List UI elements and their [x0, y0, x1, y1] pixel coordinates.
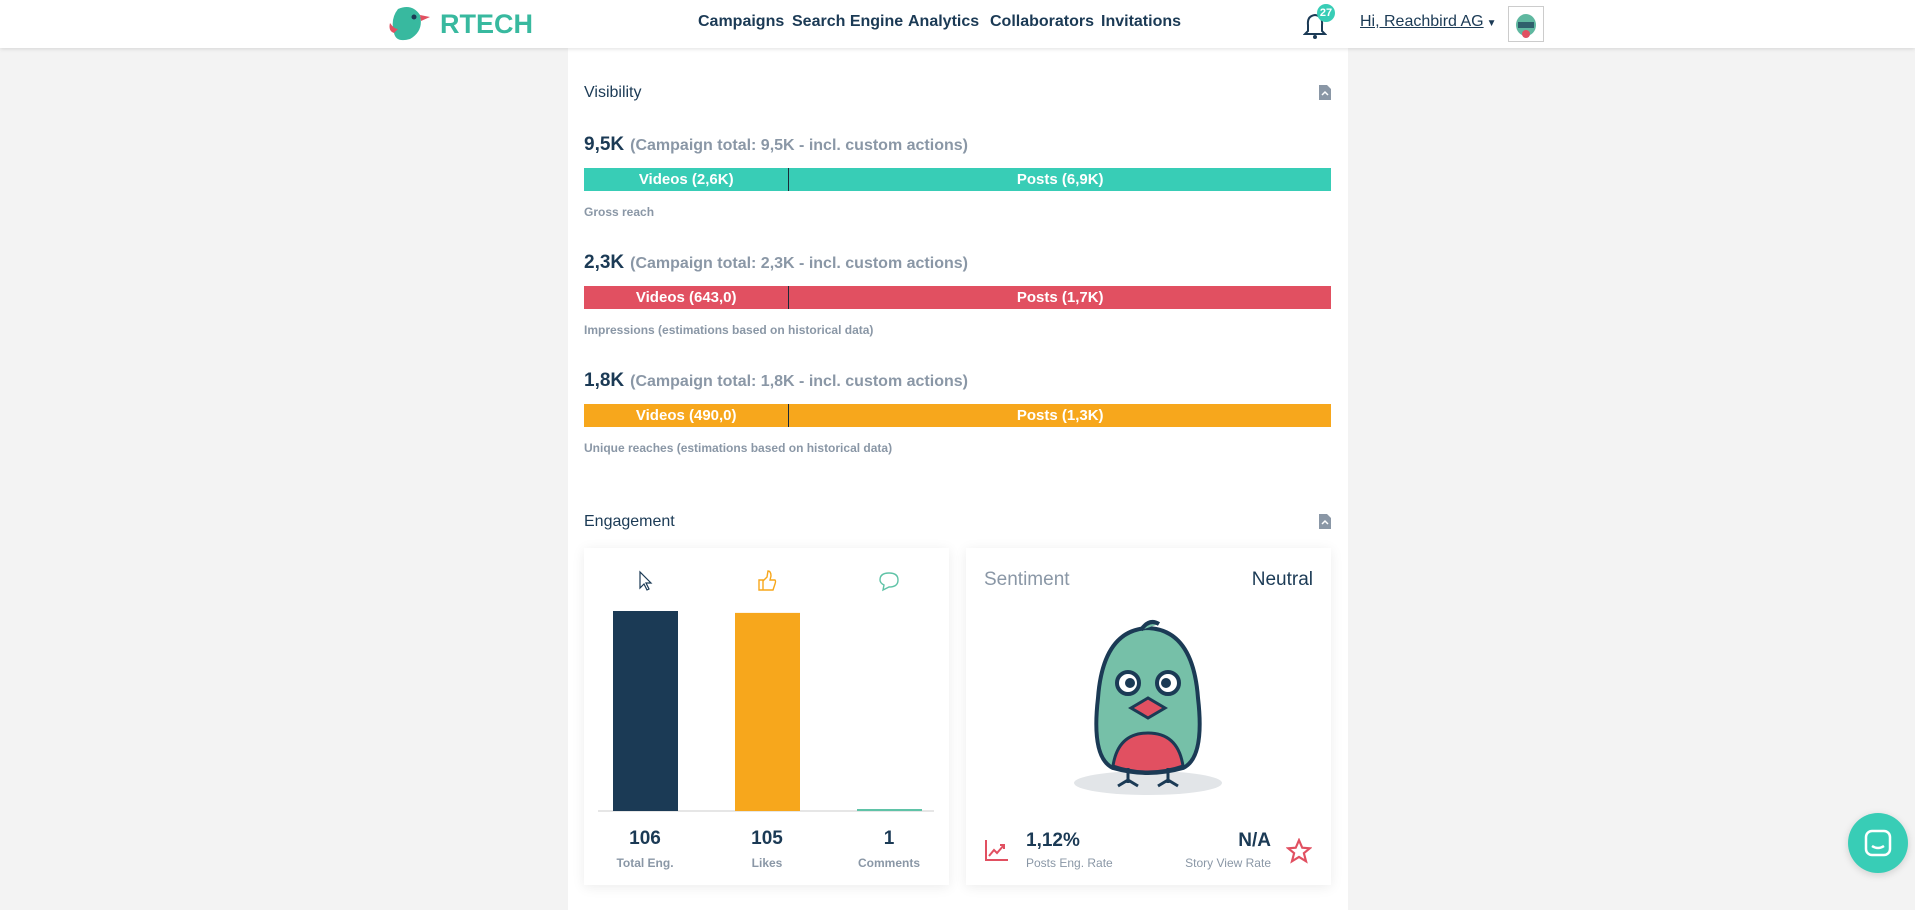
sentiment-label: Sentiment: [984, 569, 1070, 590]
neutral-bird-illustration: [1074, 620, 1222, 795]
campaign-total: (Campaign total: 9,5K - incl. custom act…: [630, 137, 968, 154]
nav-campaigns[interactable]: Campaigns: [698, 13, 785, 30]
posts-segment[interactable]: Posts (1,7K): [1016, 289, 1104, 306]
bar-total-eng-: [613, 611, 678, 811]
campaign-total: (Campaign total: 1,8K - incl. custom act…: [630, 373, 968, 390]
campaign-total: (Campaign total: 2,3K - incl. custom act…: [630, 255, 968, 272]
chat-icon: [1864, 829, 1892, 857]
engagement-label: Comments: [857, 856, 920, 870]
notifications-button[interactable]: 27: [1303, 4, 1335, 40]
export-file-icon[interactable]: [1319, 85, 1331, 100]
thumbs-up-icon: [758, 570, 777, 591]
engagement-value: 1: [883, 828, 895, 849]
videos-segment[interactable]: Videos (643,0): [584, 286, 790, 309]
bird-logo-icon: [389, 7, 430, 41]
star-icon[interactable]: [1286, 838, 1312, 864]
metric-caption: Unique reaches (estimations based on his…: [584, 441, 893, 455]
nav-analytics[interactable]: Analytics: [908, 13, 980, 30]
export-file-icon[interactable]: [1319, 514, 1331, 529]
nav-invitations[interactable]: Invitations: [1101, 13, 1182, 30]
posts-segment[interactable]: Posts (1,3K): [1016, 407, 1104, 424]
posts-eng-rate-label: Posts Eng. Rate: [1026, 856, 1113, 870]
chat-support-button[interactable]: [1848, 813, 1908, 873]
user-menu[interactable]: Hi, Reachbird AG ▼: [1360, 13, 1497, 31]
visibility-metric-value: 1,8K (Campaign total: 1,8K - incl. custom…: [584, 370, 968, 392]
engagement-label: Likes: [751, 856, 783, 870]
avatar-bird-icon: [1516, 14, 1536, 38]
visibility-split-bar: Videos (490,0) Posts (1,3K): [584, 404, 1331, 427]
visibility-split-bar: Videos (2,6K) Posts (6,9K): [584, 168, 1331, 191]
engagement-value: 106: [629, 828, 661, 849]
story-view-rate-value: N/A: [1238, 830, 1271, 851]
top-header: RTECH Campaigns Search Engine Analytics …: [0, 0, 1915, 48]
engagement-title: Engagement: [584, 513, 675, 530]
comment-icon: [879, 572, 899, 592]
posts-segment[interactable]: Posts (6,9K): [1016, 171, 1104, 188]
caret-down-icon: ▼: [1486, 18, 1497, 29]
story-view-rate-label: Story View Rate: [1185, 856, 1271, 870]
visibility-title: Visibility: [584, 84, 642, 101]
metric-value: 2,3K: [584, 252, 625, 273]
visibility-metric-value: 9,5K (Campaign total: 9,5K - incl. custom…: [584, 134, 968, 156]
brand-logo[interactable]: RTECH: [388, 5, 533, 43]
cursor-icon: [639, 570, 653, 591]
notification-badge: 27: [1317, 4, 1335, 22]
engagement-label: Total Eng.: [616, 856, 674, 870]
brand-name: RTECH: [440, 8, 533, 39]
metric-caption: Gross reach: [584, 205, 655, 219]
metric-value: 1,8K: [584, 370, 625, 391]
metric-caption: Impressions (estimations based on histor…: [584, 323, 874, 337]
engagement-bar-chart: [598, 570, 934, 812]
sentiment-card: Sentiment Neutral 1,12% Posts Eng. Rate …: [966, 548, 1331, 885]
engagement-value: 105: [751, 828, 783, 849]
videos-segment[interactable]: Videos (490,0): [584, 404, 790, 427]
bar-comments: [857, 809, 922, 811]
posts-eng-rate-value: 1,12%: [1026, 830, 1080, 851]
visibility-split-bar: Videos (643,0) Posts (1,7K): [584, 286, 1331, 309]
user-greeting: Hi, Reachbird AG: [1360, 13, 1484, 30]
nav-collaborators[interactable]: Collaborators: [990, 13, 1095, 30]
sentiment-value: Neutral: [1251, 569, 1313, 590]
nav-search-engine[interactable]: Search Engine: [792, 13, 904, 30]
visibility-metric-value: 2,3K (Campaign total: 2,3K - incl. custom…: [584, 252, 968, 274]
metric-value: 9,5K: [584, 134, 625, 155]
trend-chart-icon: [985, 840, 1008, 861]
avatar[interactable]: [1508, 6, 1544, 42]
bar-likes: [735, 612, 800, 811]
videos-segment[interactable]: Videos (2,6K): [584, 168, 790, 191]
